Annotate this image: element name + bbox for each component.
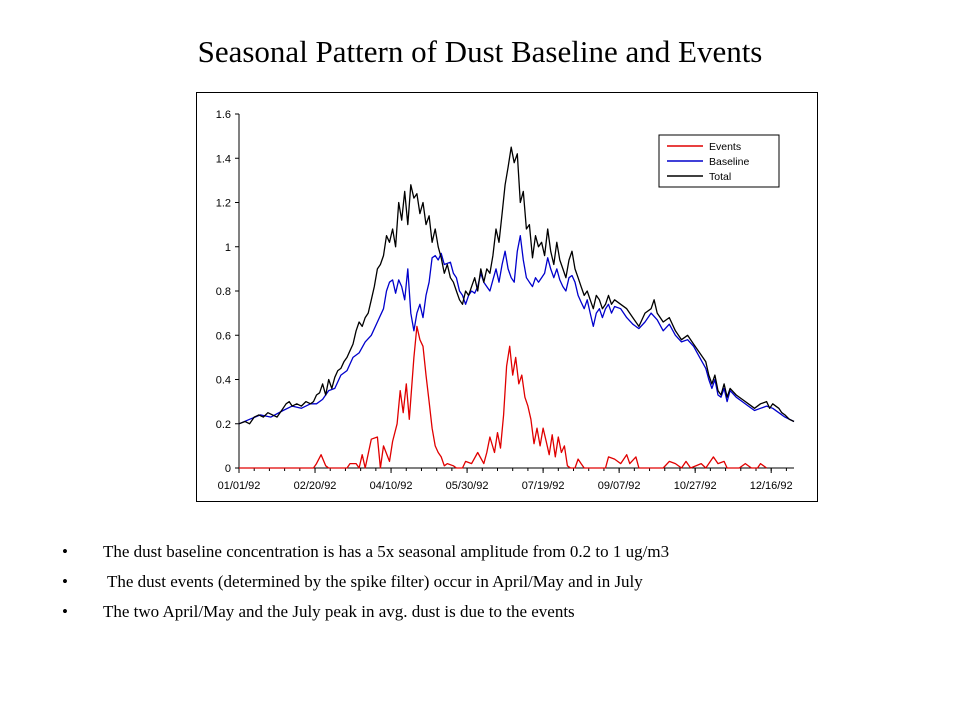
x-tick-label: 10/27/92 bbox=[674, 480, 717, 492]
x-tick-label: 12/16/92 bbox=[750, 480, 793, 492]
legend-label-events: Events bbox=[709, 141, 741, 153]
y-tick-label: 0.2 bbox=[216, 419, 231, 431]
legend-label-baseline: Baseline bbox=[709, 156, 749, 168]
x-tick-label: 04/10/92 bbox=[370, 480, 413, 492]
series-line-total bbox=[238, 146, 795, 425]
y-tick-label: 0.4 bbox=[216, 375, 231, 387]
chart-frame: 0 0.2 0.4 0.6 0.8 1 1.2 1.4 1.6 01/01/92 02/20/92 0… bbox=[196, 92, 818, 502]
bullet-item: • The dust events (determined by the spi… bbox=[62, 572, 942, 602]
bullet-dot-icon: • bbox=[62, 542, 68, 561]
dust-seasonal-chart: 0 0.2 0.4 0.6 0.8 1 1.2 1.4 1.6 01/01/92 02/20/92 0… bbox=[216, 109, 795, 492]
x-tick-label: 02/20/92 bbox=[294, 480, 337, 492]
series-line-baseline bbox=[238, 235, 795, 425]
bullet-text: The dust baseline concentration is has a… bbox=[103, 542, 670, 561]
bullet-dot-icon: • bbox=[62, 572, 68, 591]
bullet-item: • The dust baseline concentration is has… bbox=[62, 542, 942, 572]
bullet-dot-icon: • bbox=[62, 602, 68, 621]
series-line-events bbox=[239, 325, 767, 469]
y-tick-label: 1.2 bbox=[216, 198, 231, 210]
bullet-list: • The dust baseline concentration is has… bbox=[62, 542, 942, 632]
y-tick-label: 1 bbox=[225, 242, 231, 254]
legend-label-total: Total bbox=[709, 171, 731, 183]
y-tick-label: 0.6 bbox=[216, 330, 231, 342]
x-tick-label: 05/30/92 bbox=[446, 480, 489, 492]
y-tick-label: 0 bbox=[225, 463, 231, 475]
y-tick-label: 1.4 bbox=[216, 153, 231, 165]
bullet-item: • The two April/May and the July peak in… bbox=[62, 602, 942, 632]
bullet-text: The dust events (determined by the spike… bbox=[103, 572, 643, 591]
y-tick-label: 0.8 bbox=[216, 286, 231, 298]
x-tick-label: 09/07/92 bbox=[598, 480, 641, 492]
slide-title: Seasonal Pattern of Dust Baseline and Ev… bbox=[197, 34, 763, 69]
bullet-text: The two April/May and the July peak in a… bbox=[103, 602, 575, 621]
x-tick-label: 07/19/92 bbox=[522, 480, 565, 492]
x-tick-label: 01/01/92 bbox=[218, 480, 261, 492]
y-tick-label: 1.6 bbox=[216, 109, 231, 121]
